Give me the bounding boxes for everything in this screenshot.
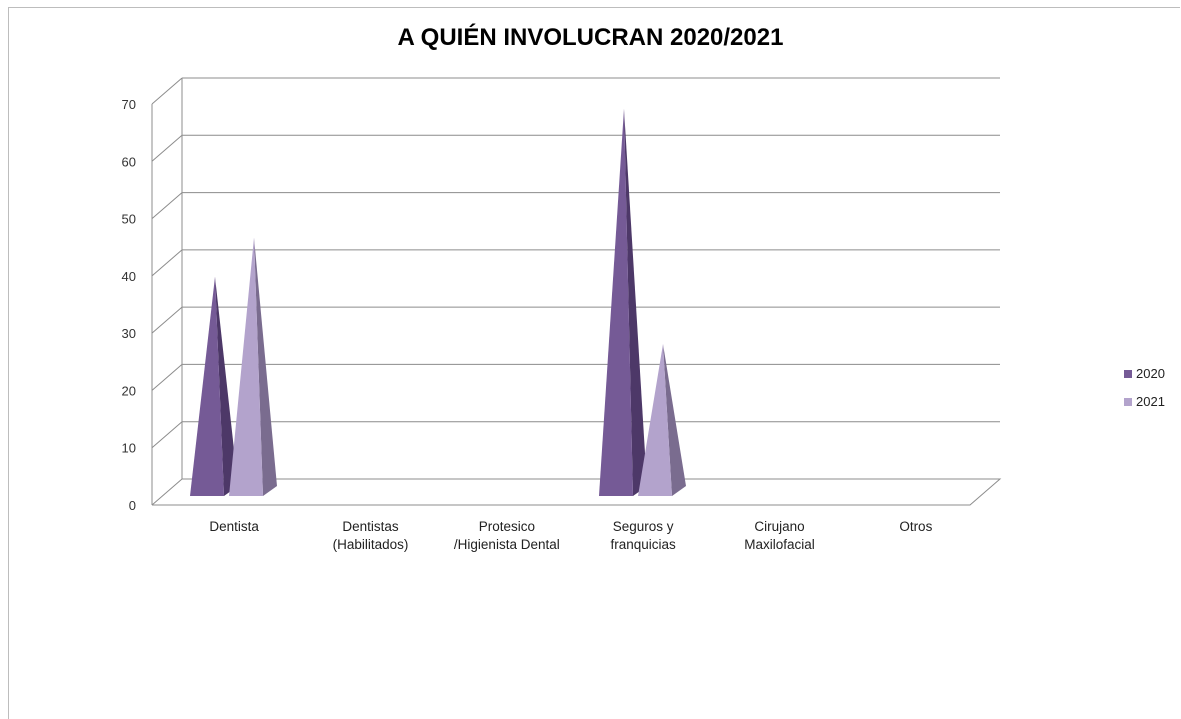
legend-swatch-2020 — [1124, 370, 1132, 378]
side-wall-line — [151, 192, 183, 219]
y-tick-label: 20 — [122, 383, 136, 398]
x-tick-label: Otros — [899, 519, 932, 534]
y-tick-label: 10 — [122, 441, 136, 456]
x-tick-label: Cirujano — [754, 519, 804, 534]
pyramid-side-2021 — [663, 344, 686, 496]
side-wall-line — [151, 478, 183, 506]
legend-swatch-2021 — [1124, 398, 1132, 406]
pyramid-bar-2021 — [638, 344, 672, 496]
y-tick-label: 40 — [122, 269, 136, 284]
legend-label-2020: 2020 — [1136, 366, 1165, 381]
pyramid-bar-2021 — [229, 237, 263, 496]
y-tick-label: 50 — [122, 212, 136, 227]
side-wall-line — [151, 77, 183, 105]
side-wall-line — [151, 249, 183, 277]
y-tick-label: 30 — [122, 326, 136, 341]
side-wall-line — [151, 364, 183, 391]
chart-frame — [8, 7, 1180, 719]
side-wall-line — [151, 134, 183, 162]
pyramid-side-2020 — [624, 108, 647, 497]
floor — [152, 478, 1002, 506]
x-tick-label: Seguros y — [613, 519, 674, 534]
x-tick-label: Protesico — [479, 519, 535, 534]
x-tick-label: Dentista — [209, 519, 259, 534]
side-wall-line — [151, 306, 183, 334]
side-wall-line — [151, 421, 183, 449]
pyramid-bar-2020 — [190, 276, 224, 496]
y-tick-label: 60 — [122, 154, 136, 169]
pyramid-bar-2020 — [599, 108, 633, 497]
x-tick-label: /Higienista Dental — [454, 537, 560, 552]
pyramid-side-2021 — [254, 237, 277, 496]
pyramid-side-2020 — [215, 276, 238, 496]
x-tick-label: Dentistas — [342, 519, 399, 534]
legend-label-2021: 2021 — [1136, 394, 1165, 409]
y-tick-label: 0 — [129, 498, 136, 513]
x-tick-label: (Habilitados) — [333, 537, 409, 552]
chart-title: A QUIÉN INVOLUCRAN 2020/2021 — [397, 24, 784, 51]
y-tick-label: 70 — [122, 97, 136, 112]
x-tick-label: franquicias — [611, 537, 677, 552]
x-tick-label: Maxilofacial — [744, 537, 815, 552]
